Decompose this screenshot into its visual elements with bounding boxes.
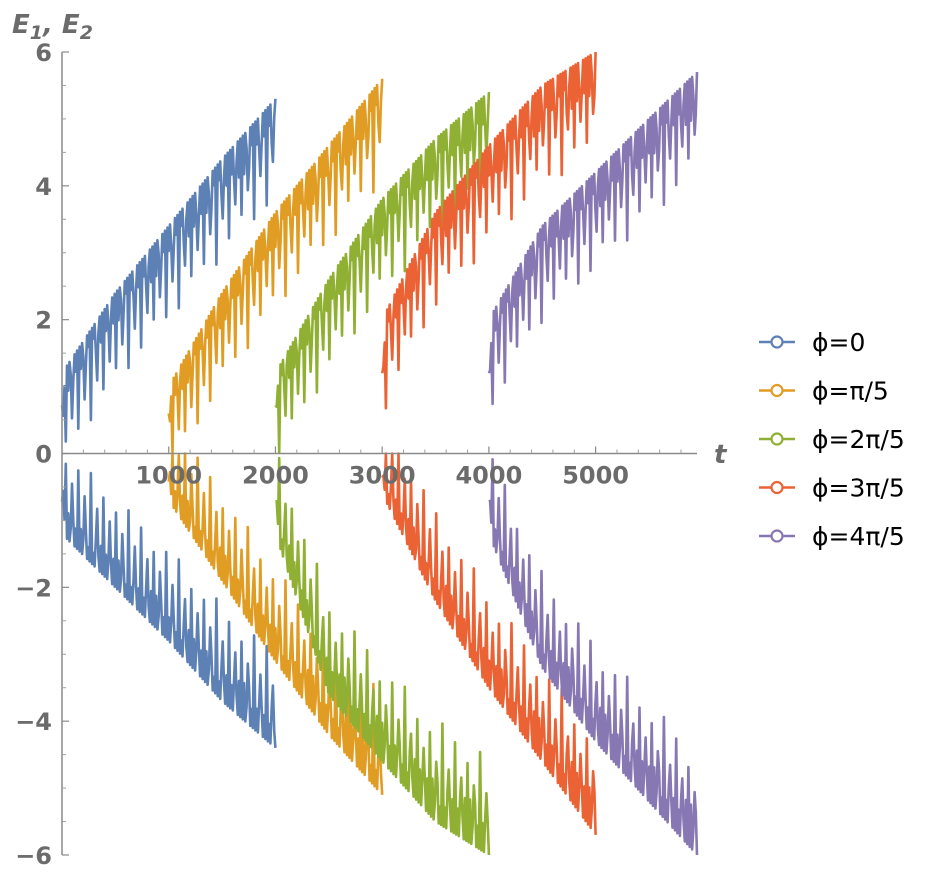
series-line: [488, 458, 699, 856]
series-line: [487, 72, 699, 406]
series-line: [274, 92, 491, 455]
y-tick-label: −6: [15, 842, 52, 870]
legend-label: ϕ=2π/5: [812, 425, 905, 454]
y-tick-label: 2: [35, 307, 52, 335]
series-line: [275, 456, 491, 856]
y-tick-label: −2: [15, 574, 52, 602]
series-line: [380, 51, 597, 410]
legend-label: ϕ=3π/5: [812, 474, 905, 503]
y-axis-title-sub2: 2: [80, 22, 93, 44]
legend-label: ϕ=π/5: [812, 377, 889, 406]
y-tick-label: 0: [35, 441, 52, 469]
y-tick-label: 4: [35, 173, 52, 201]
series-line: [60, 462, 277, 748]
legend-marker: [770, 335, 784, 349]
series-layer: [60, 51, 699, 856]
legend: ϕ=0 ϕ=π/5 ϕ=2π/5 ϕ=3π/5 ϕ=4π/5: [759, 328, 905, 551]
y-tick-label: 6: [35, 39, 52, 67]
series-line: [60, 98, 277, 443]
x-tick-label: 3000: [349, 462, 416, 490]
x-axis-title: t: [714, 440, 728, 470]
x-ticks: 1000 2000 3000 4000 5000: [82, 446, 682, 490]
x-tick-label: 1000: [135, 462, 202, 490]
axes-layer: 1000 2000 3000 4000 5000 −6 −4 −2 0 2 4 6: [15, 39, 697, 870]
y-tick-label: −4: [15, 708, 52, 736]
legend-marker: [770, 432, 784, 446]
legend-marker: [770, 529, 784, 543]
legend-marker: [770, 480, 784, 495]
y-axis-title-sep: , E: [42, 10, 80, 40]
y-axis-title: E1, E2: [12, 10, 93, 44]
legend-marker: [770, 383, 784, 398]
x-tick-label: 5000: [562, 462, 629, 490]
series-line: [167, 78, 384, 455]
x-tick-label: 2000: [242, 462, 309, 490]
x-tick-label: 4000: [455, 462, 522, 490]
y-ticks: −6 −4 −2 0 2 4 6: [15, 39, 69, 870]
legend-label: ϕ=0: [812, 328, 865, 357]
y-axis-title-main: E: [12, 10, 30, 40]
y-axis-title-sub1: 1: [30, 22, 43, 44]
series-line: [381, 452, 597, 835]
legend-label: ϕ=4π/5: [812, 522, 905, 551]
series-line: [167, 452, 384, 795]
